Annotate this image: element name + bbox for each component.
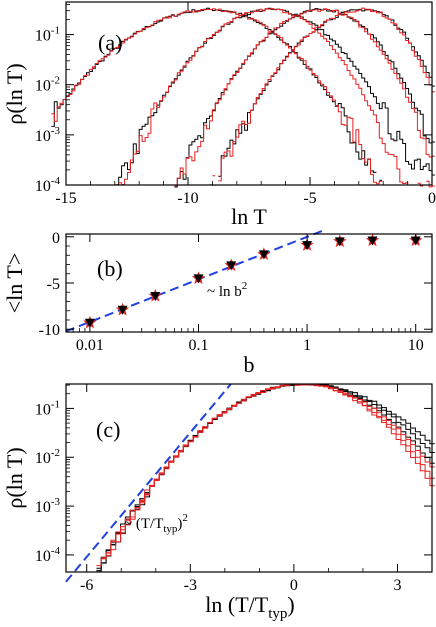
panel-c-annotation-sup: 2 (182, 512, 188, 524)
panel-c-histogram-4 (96, 383, 435, 567)
panel-c-ytick-label: 10-3 (35, 496, 61, 516)
panel-a-xtick-label: -10 (177, 190, 198, 207)
panel-b-ticks: 0.01 0.1 1 10 -10 -5 0 (39, 230, 432, 354)
panel-b-frame (65, 233, 433, 333)
panel-b-triangle-point (117, 305, 128, 315)
panel-c-annotation-sub: typ (163, 523, 178, 535)
panel-c-ytick-exp: -2 (51, 447, 60, 459)
panel-b-annotation-text: ~ ln b (207, 284, 242, 300)
panel-a-ytick-exp: -3 (51, 125, 61, 137)
panel-a-tag: (a) (98, 30, 122, 55)
panel-c-ytick-label: 10-2 (35, 447, 60, 467)
panel-b-triangle-point (150, 291, 161, 301)
panel-c: -6 -3 0 310-410-310-210-1 (c) ~ (T/Ttyp)2 l… (2, 383, 435, 622)
panel-a-xtick-label: -15 (55, 190, 76, 207)
panel-a-ytick-exp: -1 (51, 25, 60, 37)
panel-a-ytick-label: 10-2 (35, 75, 60, 95)
panel-b-ytick-label: -5 (47, 276, 60, 293)
panel-a-ytick-label: 10-3 (35, 125, 61, 145)
panel-a-ytick-label: 10-1 (35, 25, 60, 45)
panel-a-frame (65, 1, 433, 186)
panel-c-annotation-text: ~ (T/T (124, 516, 163, 532)
panel-c-ytick-base: 10 (35, 450, 51, 467)
panel-b-xtick-label: 0.01 (76, 337, 104, 354)
panel-b-triangle-point (367, 236, 378, 246)
panel-c-xtick-label: 3 (393, 577, 401, 594)
panel-c-histogram-5 (101, 383, 435, 560)
panel-b-tag: (b) (97, 256, 123, 281)
panel-c-histogram-0 (96, 383, 435, 571)
panel-c-ytick-exp: -3 (51, 496, 61, 508)
panel-b-annotation: ~ ln b2 (207, 280, 247, 300)
panel-a-ytick-base: 10 (35, 128, 51, 145)
panel-c-curves (65, 383, 435, 583)
panel-c-ytick-label: 10-4 (35, 545, 61, 565)
panel-a-xlabel: ln T (231, 204, 267, 229)
panel-c-tag: (c) (96, 417, 120, 442)
panel-b-curves (65, 228, 423, 333)
panel-c-annotation: ~ (T/Ttyp)2 (124, 512, 188, 535)
panel-a-ytick-exp: -4 (51, 175, 61, 187)
panel-a-ytick-exp: -2 (51, 75, 60, 87)
panel-c-xlabel: ln (T/Ttyp) (205, 592, 294, 622)
panel-c-ticks: -6 -3 0 310-410-310-210-1 (35, 384, 432, 594)
panel-a-ytick-base: 10 (35, 78, 51, 95)
panel-b-triangle-point (258, 250, 269, 260)
panel-c-xtick-label: 0 (290, 577, 298, 594)
panel-b-annotation-sup: 2 (242, 280, 248, 292)
panel-a-histogram-1 (51, 8, 383, 185)
panel-b-triangle-point (84, 318, 95, 328)
panel-a-ytick-label: 10-4 (35, 175, 61, 195)
panel-c-xlabel-end: ) (287, 592, 294, 617)
panel-c-xtick-label: -6 (80, 577, 93, 594)
panel-c-ylabel: ρ(ln T) (2, 447, 27, 508)
panel-c-ytick-label: 10-1 (35, 398, 60, 418)
panel-b-triangle-point (334, 237, 345, 247)
panel-b-triangle-point (193, 274, 204, 284)
panel-a-ticks: -15 -10 -5 010-410-310-210-1 (35, 2, 436, 207)
panel-a: -15 -10 -5 010-410-310-210-1 (a) ln T ρ(ln … (2, 1, 436, 229)
panel-b-ytick-label: -10 (39, 322, 60, 339)
panel-c-ytick-base: 10 (35, 499, 51, 516)
panel-c-xlabel-sub: typ (268, 606, 287, 622)
panel-c-asymptote-line (65, 383, 232, 583)
panel-b-xlabel: b (244, 352, 255, 377)
panel-c-frame (65, 383, 433, 573)
panel-a-ytick-base: 10 (35, 178, 51, 195)
panel-a-ylabel: ρ(ln T) (2, 63, 27, 124)
panel-a-xtick-label: 0 (428, 190, 436, 207)
panel-c-histogram-1 (96, 383, 435, 573)
panel-c-ytick-exp: -1 (51, 398, 60, 410)
panel-b-triangle-point (226, 261, 237, 271)
panel-c-ytick-base: 10 (35, 548, 51, 565)
panel-c-annotation-end: ) (177, 516, 182, 532)
panel-b-xtick-label: 0.1 (188, 337, 208, 354)
panel-b-xtick-label: 10 (408, 337, 424, 354)
panel-b-xtick-label: 1 (303, 337, 311, 354)
panel-a-histogram-7 (212, 7, 435, 182)
panel-c-histogram-2 (96, 383, 435, 569)
panel-a-ytick-base: 10 (35, 28, 51, 45)
panel-b: 0.01 0.1 1 10 -10 -5 0 (b) ~ ln b2 b <ln T> (2, 228, 433, 377)
panel-c-ytick-base: 10 (35, 401, 51, 418)
panel-c-xtick-label: -3 (184, 577, 197, 594)
panel-c-xlabel-text: ln (T/T (205, 592, 268, 617)
panel-a-histogram-5 (174, 8, 435, 187)
panel-b-fit-line (65, 228, 326, 333)
panel-b-ylabel: <ln T> (2, 253, 27, 313)
panel-c-ytick-exp: -4 (51, 545, 61, 557)
panel-b-ytick-label: 0 (52, 230, 60, 247)
panel-a-xtick-label: -5 (303, 190, 316, 207)
panel-b-triangle-point (302, 241, 313, 251)
